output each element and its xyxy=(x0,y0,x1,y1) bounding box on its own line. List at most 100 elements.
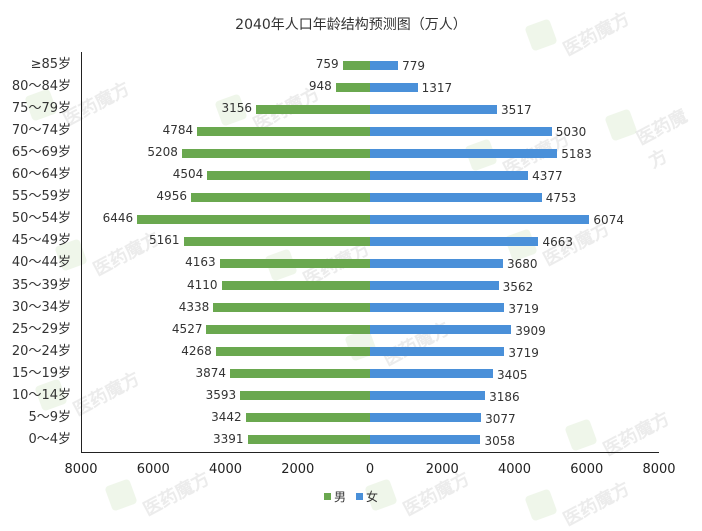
category-label: 60～64岁 xyxy=(11,167,71,183)
bar-male[interactable] xyxy=(213,303,370,313)
value-label-female: 4377 xyxy=(532,169,563,184)
value-label-female: 3562 xyxy=(502,279,534,294)
value-label-female: 6074 xyxy=(593,213,624,228)
category-label: 50～54岁 xyxy=(11,211,71,227)
bar-male[interactable] xyxy=(215,347,370,357)
value-label-male: 4110 xyxy=(186,277,218,292)
category-label: 5～9岁 xyxy=(28,409,71,425)
bar-male[interactable] xyxy=(197,126,370,136)
legend-item-female[interactable]: 女 xyxy=(356,488,378,505)
bar-female[interactable] xyxy=(370,104,498,114)
bar-female[interactable] xyxy=(370,170,529,180)
watermark-text: 医药魔方 xyxy=(633,105,691,173)
value-label-female: 3680 xyxy=(506,257,538,272)
bar-female[interactable] xyxy=(370,258,503,268)
value-label-male: 3156 xyxy=(221,101,252,116)
bar-male[interactable] xyxy=(221,281,370,290)
bar-female[interactable] xyxy=(370,236,539,246)
value-label-female: 3517 xyxy=(501,103,532,118)
x-axis-line xyxy=(81,452,659,453)
value-label-male: 4784 xyxy=(162,123,194,138)
value-label-male: 6446 xyxy=(102,211,134,226)
category-label: 45～49岁 xyxy=(11,233,71,249)
bar-female[interactable] xyxy=(370,60,399,70)
bar-male[interactable] xyxy=(335,82,370,92)
category-label: 25～29岁 xyxy=(11,321,71,337)
value-label-male: 4163 xyxy=(185,255,216,270)
bar-male[interactable] xyxy=(190,192,370,202)
bar-female[interactable] xyxy=(370,325,512,335)
value-label-female: 3405 xyxy=(497,367,528,382)
value-label-male: 3391 xyxy=(212,431,244,446)
category-label: 40～44岁 xyxy=(11,255,71,271)
x-tick-label: 2000 xyxy=(281,462,315,477)
bar-male[interactable] xyxy=(247,435,370,445)
watermark-text: 医药魔方 xyxy=(69,368,144,421)
value-label-male: 759 xyxy=(315,57,339,71)
x-tick-label: 8000 xyxy=(64,462,98,477)
chart-title: 2040年人口年龄结构预测图（万人） xyxy=(235,17,467,33)
bar-female[interactable] xyxy=(370,192,542,202)
value-label-female: 3186 xyxy=(489,389,520,404)
y-axis-line xyxy=(81,52,82,452)
category-label: 55～59岁 xyxy=(11,189,71,205)
category-label: 65～69岁 xyxy=(11,145,71,161)
bar-female[interactable] xyxy=(370,413,482,423)
bar-male[interactable] xyxy=(255,104,370,114)
legend-item-male[interactable]: 男 xyxy=(323,488,346,505)
bar-female[interactable] xyxy=(370,126,552,136)
value-label-female: 3058 xyxy=(484,433,516,448)
value-label-female: 779 xyxy=(402,59,426,73)
bar-male[interactable] xyxy=(181,148,370,158)
value-label-female: 1317 xyxy=(421,81,453,96)
bar-female[interactable] xyxy=(370,148,558,158)
bar-female[interactable] xyxy=(370,82,418,92)
value-label-male: 5208 xyxy=(147,145,178,160)
value-label-female: 3719 xyxy=(508,301,539,316)
bar-male[interactable] xyxy=(342,60,370,70)
bar-female[interactable] xyxy=(370,214,590,224)
category-label: 35～39岁 xyxy=(11,277,71,293)
x-tick-label: 2000 xyxy=(425,462,459,477)
value-label-male: 5161 xyxy=(149,233,180,248)
bar-male[interactable] xyxy=(206,325,370,335)
x-tick-label: 4000 xyxy=(208,462,243,477)
watermark-logo-icon xyxy=(564,418,598,452)
bar-male[interactable] xyxy=(245,413,370,423)
bar-female[interactable] xyxy=(370,369,493,379)
value-label-male: 4504 xyxy=(172,167,204,182)
value-label-female: 4753 xyxy=(545,191,577,206)
bar-female[interactable] xyxy=(370,347,505,357)
value-label-male: 3442 xyxy=(211,409,242,424)
x-tick-label: 4000 xyxy=(497,462,532,477)
x-tick-label: 6000 xyxy=(570,462,604,477)
watermark-logo-icon xyxy=(604,108,638,142)
value-label-male: 4956 xyxy=(156,189,187,204)
bar-male[interactable] xyxy=(230,369,370,379)
bar-male[interactable] xyxy=(240,391,370,401)
category-label: 75～79岁 xyxy=(11,101,71,117)
legend-swatch-male xyxy=(323,493,331,500)
bar-male[interactable] xyxy=(207,170,370,180)
bar-female[interactable] xyxy=(370,281,499,290)
x-tick-label: 8000 xyxy=(642,462,676,477)
bar-male[interactable] xyxy=(137,214,370,224)
value-label-female: 4663 xyxy=(542,235,573,250)
legend-swatch-female xyxy=(356,493,363,500)
category-label: 0～4岁 xyxy=(28,431,71,447)
bar-male[interactable] xyxy=(183,236,370,246)
legend-label-female: 女 xyxy=(366,490,379,504)
value-label-male: 4527 xyxy=(171,321,203,336)
category-label: ≥85岁 xyxy=(30,57,71,72)
value-label-male: 4268 xyxy=(181,343,212,358)
x-tick-label: 6000 xyxy=(136,462,170,477)
bar-female[interactable] xyxy=(370,303,505,313)
category-label: 70～74岁 xyxy=(11,123,71,139)
bar-female[interactable] xyxy=(370,435,481,445)
value-label-female: 3909 xyxy=(515,323,546,338)
bar-male[interactable] xyxy=(219,258,370,268)
bar-female[interactable] xyxy=(370,391,486,401)
x-tick-label: 0 xyxy=(365,462,375,477)
category-label: 15～19岁 xyxy=(11,365,71,381)
value-label-male: 948 xyxy=(308,79,332,94)
